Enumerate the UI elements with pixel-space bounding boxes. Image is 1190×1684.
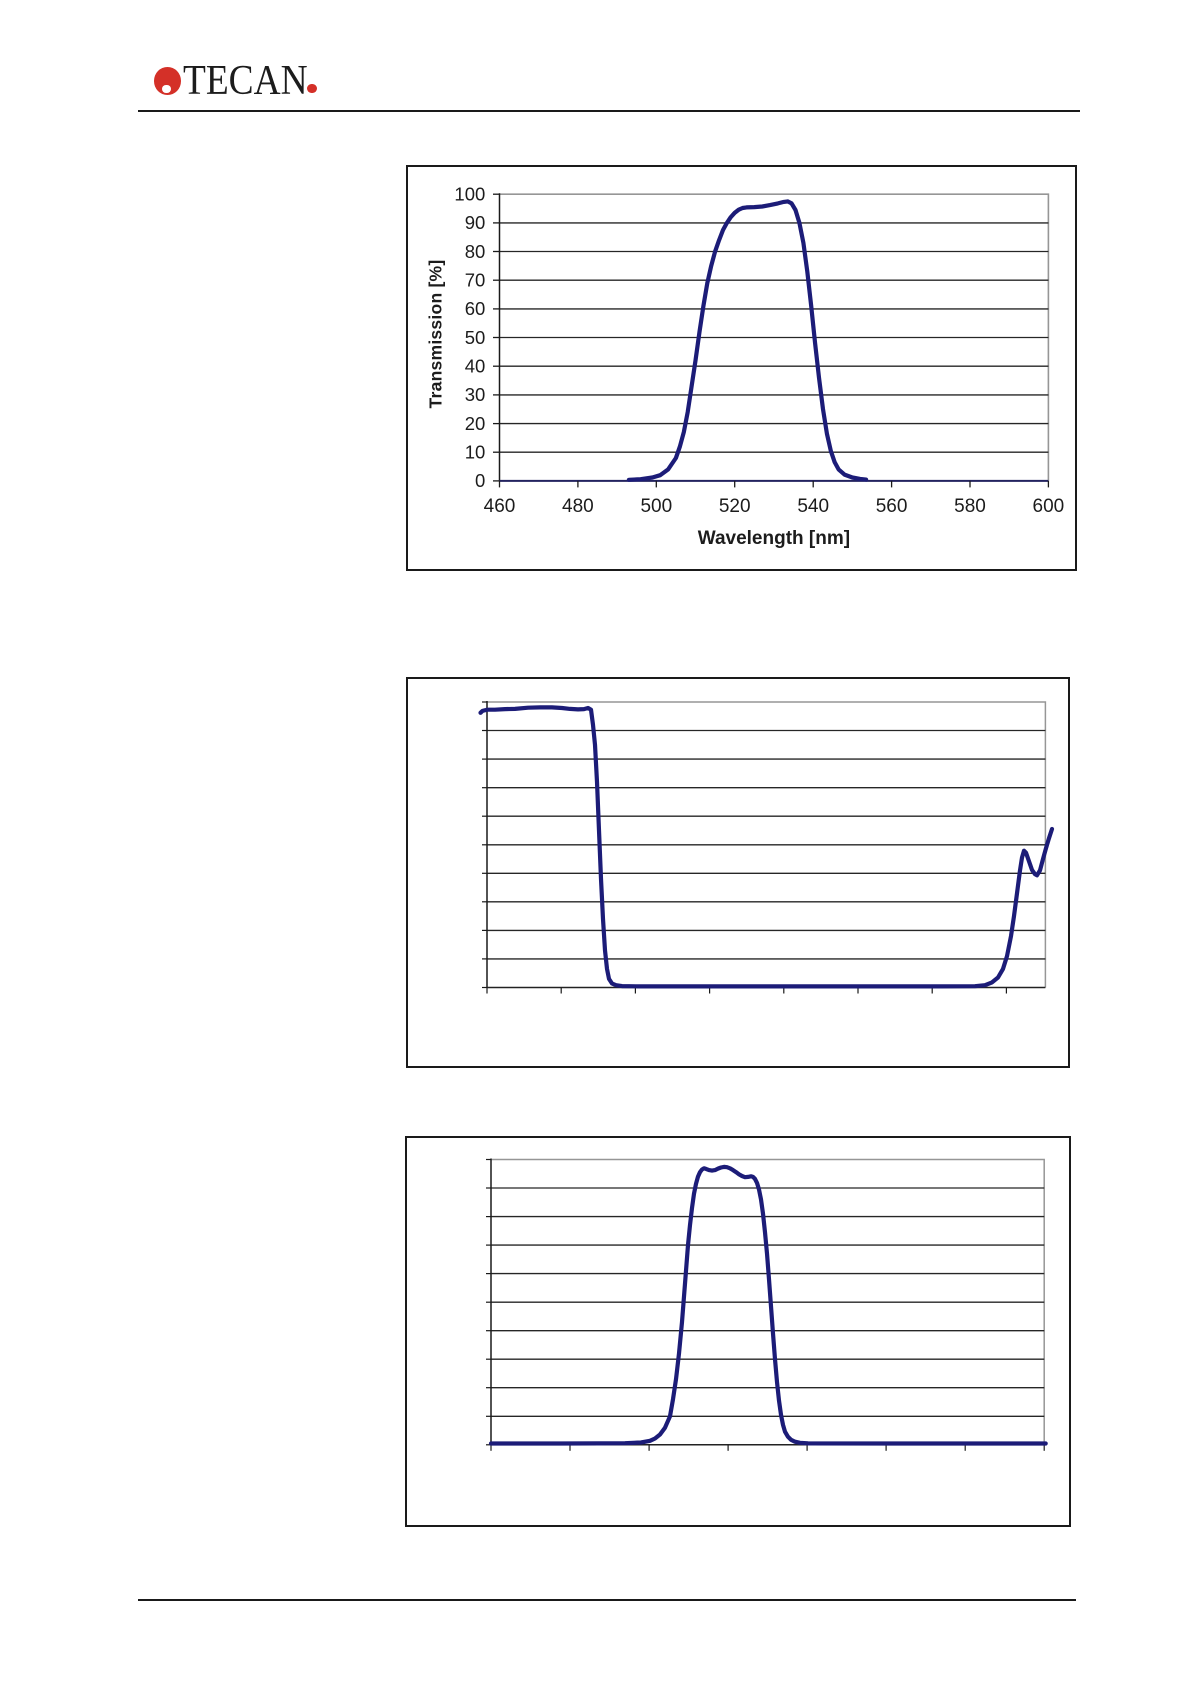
svg-text:500: 500	[640, 496, 672, 517]
svg-text:10: 10	[465, 442, 486, 463]
svg-text:Transmission [%]: Transmission [%]	[426, 260, 446, 409]
svg-text:100: 100	[454, 184, 485, 205]
svg-text:0: 0	[475, 470, 485, 491]
svg-text:560: 560	[876, 496, 908, 517]
svg-text:80: 80	[465, 241, 486, 262]
svg-text:600: 600	[1033, 496, 1065, 517]
svg-text:460: 460	[484, 496, 516, 517]
svg-text:70: 70	[465, 270, 486, 291]
svg-text:580: 580	[954, 496, 986, 517]
svg-text:520: 520	[719, 496, 751, 517]
svg-text:60: 60	[465, 298, 486, 319]
svg-text:20: 20	[465, 413, 486, 434]
svg-text:Wavelength [nm]: Wavelength [nm]	[698, 528, 850, 549]
svg-text:40: 40	[465, 356, 486, 377]
svg-text:540: 540	[797, 496, 829, 517]
svg-text:90: 90	[465, 212, 486, 233]
svg-text:480: 480	[562, 496, 594, 517]
svg-text:30: 30	[465, 384, 486, 405]
svg-text:50: 50	[465, 327, 486, 348]
